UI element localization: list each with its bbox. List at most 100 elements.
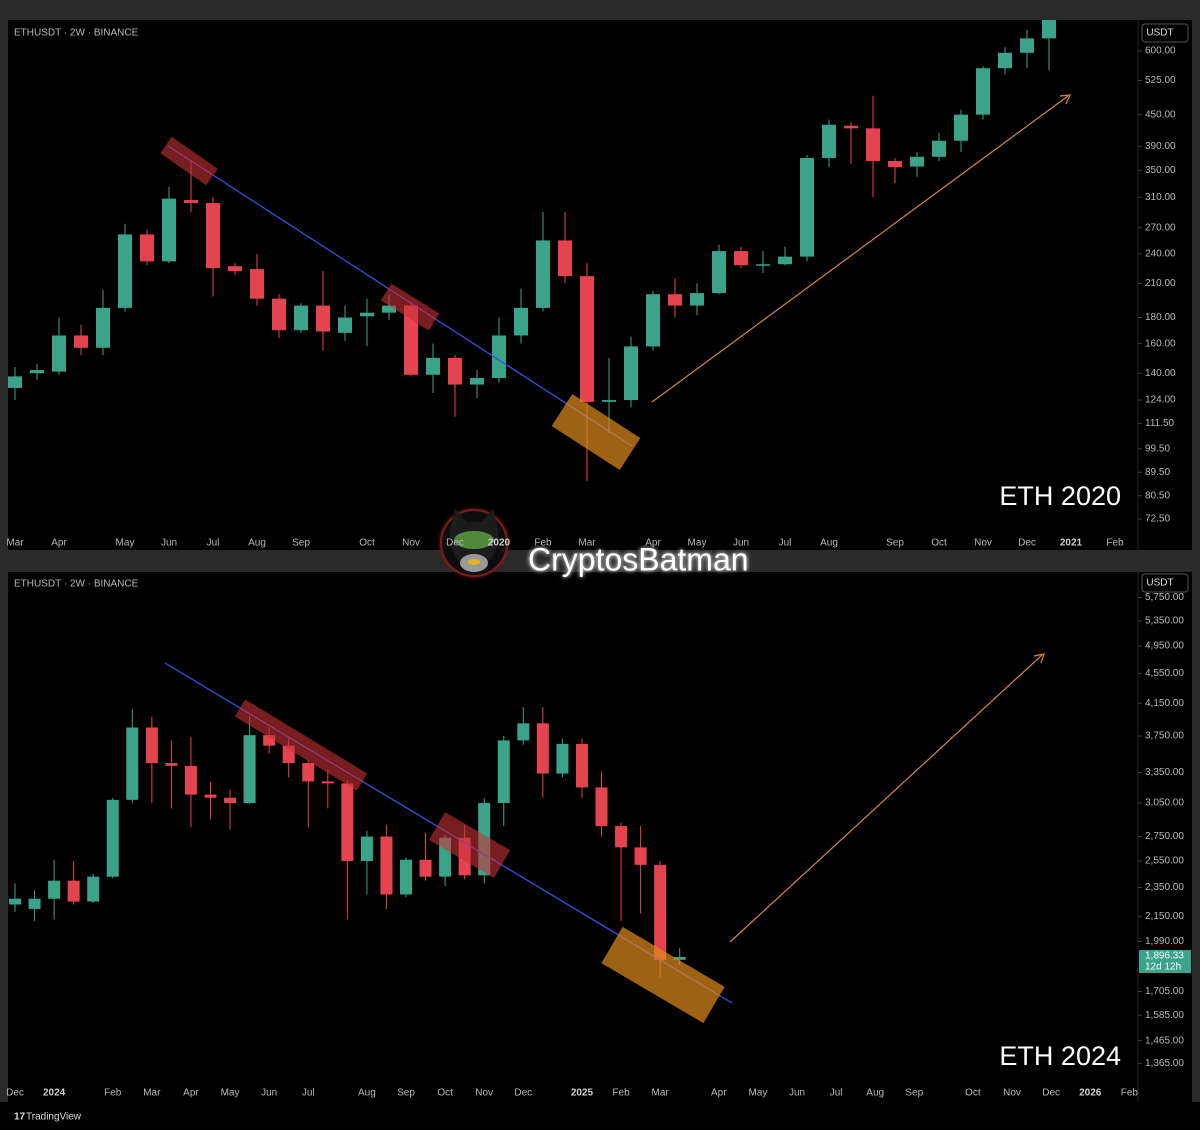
x-tick-label: Aug bbox=[248, 538, 266, 549]
y-tick-label: 3,350.00 bbox=[1145, 767, 1184, 778]
y-tick-label: 2,750.00 bbox=[1145, 831, 1184, 842]
candle-body bbox=[646, 294, 660, 347]
x-tick-label: Jul bbox=[779, 538, 792, 549]
candle-body bbox=[162, 198, 176, 262]
candle-body bbox=[536, 723, 549, 774]
candle-body bbox=[844, 125, 858, 129]
x-tick-label: Feb bbox=[612, 1088, 630, 1099]
candle-body bbox=[400, 859, 412, 895]
x-tick-label: Aug bbox=[820, 538, 838, 549]
y-tick-label: 72.50 bbox=[1145, 514, 1170, 525]
y-tick-label: 89.50 bbox=[1145, 467, 1170, 478]
candle-body bbox=[302, 763, 315, 782]
y-tick-label: 210.00 bbox=[1145, 278, 1176, 289]
candle-body bbox=[382, 305, 396, 313]
candle-body bbox=[272, 298, 286, 331]
logo-emblem bbox=[468, 559, 480, 565]
x-tick-label: Nov bbox=[475, 1088, 493, 1099]
y-tick-label: 1,990.00 bbox=[1145, 936, 1184, 947]
candle-body bbox=[165, 763, 178, 766]
currency-badge[interactable] bbox=[1141, 23, 1189, 43]
x-tick-label: Sep bbox=[397, 1088, 415, 1099]
candle-body bbox=[624, 346, 638, 401]
candle-body bbox=[96, 307, 110, 348]
candle-body bbox=[118, 234, 132, 308]
zone-box bbox=[551, 394, 641, 470]
plot bbox=[9, 707, 686, 978]
y-tick-label: 2,550.00 bbox=[1145, 856, 1184, 867]
currency: USDT bbox=[1146, 28, 1173, 39]
x-tick-label: Aug bbox=[358, 1088, 376, 1099]
y-tick-label: 80.50 bbox=[1145, 490, 1170, 501]
candle-body bbox=[184, 765, 197, 795]
candle-body bbox=[74, 335, 88, 348]
x-tick-label: May bbox=[221, 1088, 240, 1099]
y-tick-label: 99.50 bbox=[1145, 443, 1170, 454]
candle-body bbox=[514, 307, 528, 336]
arrow bbox=[729, 654, 1043, 943]
x-tick-label: Feb bbox=[1106, 538, 1124, 549]
x-tick-label: Apr bbox=[645, 538, 661, 549]
candle-body bbox=[690, 293, 704, 306]
y-tick-label: 4,550.00 bbox=[1145, 668, 1184, 679]
candle-body bbox=[558, 240, 572, 277]
x-tick-label: Jun bbox=[789, 1088, 805, 1099]
arrow bbox=[651, 95, 1069, 403]
candle-body bbox=[338, 317, 352, 333]
candle-body bbox=[206, 202, 220, 269]
y-tick-label: 1,365.00 bbox=[1145, 1058, 1184, 1069]
x-tick-label: Oct bbox=[437, 1088, 453, 1099]
x-tick-label: Aug bbox=[866, 1088, 884, 1099]
x-tick-label: Nov bbox=[1003, 1088, 1021, 1099]
symbol: ETHUSDT · 2W · BINANCE bbox=[14, 28, 139, 39]
candle-body bbox=[263, 735, 276, 746]
x-tick-label: 2025 bbox=[571, 1088, 594, 1099]
x-tick-label: Sep bbox=[886, 538, 904, 549]
x-tick-label: Dec bbox=[6, 1088, 24, 1099]
y-tick-label: 310.00 bbox=[1145, 192, 1176, 203]
currency-badge[interactable] bbox=[1141, 573, 1189, 593]
x-tick-label: Jun bbox=[161, 538, 177, 549]
x-tick-label: May bbox=[116, 538, 135, 549]
x-tick-label: Nov bbox=[402, 538, 420, 549]
candle-body bbox=[470, 377, 484, 385]
y-axis: 5,750.00 5,350.00 4,950.00 4,550.00 4,150.00… bbox=[1138, 592, 1191, 1069]
candle-body bbox=[8, 376, 22, 388]
x-tick-label: Oct bbox=[359, 538, 375, 549]
arrow-head bbox=[1033, 653, 1045, 664]
y-tick-label: 240.00 bbox=[1145, 248, 1176, 259]
candle-body bbox=[866, 128, 880, 162]
candle-body bbox=[602, 400, 616, 402]
x-tick-label: Jul bbox=[302, 1088, 315, 1099]
candle-body bbox=[756, 264, 770, 266]
candle-body bbox=[426, 357, 440, 375]
candle-body bbox=[1020, 38, 1034, 53]
footer: TradingView bbox=[26, 1112, 82, 1123]
candle-body bbox=[250, 269, 264, 299]
candle-body bbox=[634, 847, 647, 865]
x-tick-label: Oct bbox=[965, 1088, 981, 1099]
y-tick-label: 180.00 bbox=[1145, 312, 1176, 323]
x-tick-label: Sep bbox=[905, 1088, 923, 1099]
candle-body bbox=[204, 794, 217, 798]
candle-body bbox=[184, 200, 198, 203]
countdown: 12d 12h bbox=[1145, 962, 1181, 973]
candle-body bbox=[67, 880, 80, 902]
y-tick-label: 1,585.00 bbox=[1145, 1010, 1184, 1021]
y-tick-label: 450.00 bbox=[1145, 109, 1176, 120]
candle-body bbox=[106, 799, 119, 877]
candle-body bbox=[404, 305, 418, 375]
currency: USDT bbox=[1146, 578, 1173, 589]
candle-body bbox=[536, 240, 550, 308]
watermark: CryptosBatman bbox=[440, 508, 749, 577]
x-tick-label: Mar bbox=[578, 538, 596, 549]
candle-body bbox=[976, 68, 990, 115]
candle-body bbox=[321, 781, 334, 784]
y-tick-label: 3,750.00 bbox=[1145, 731, 1184, 742]
x-tick-label: Dec bbox=[514, 1088, 532, 1099]
zone-box bbox=[428, 812, 511, 878]
y-tick-label: 2,150.00 bbox=[1145, 911, 1184, 922]
y-tick-label: 4,950.00 bbox=[1145, 641, 1184, 652]
last-price: 1,896.33 bbox=[1145, 951, 1184, 962]
